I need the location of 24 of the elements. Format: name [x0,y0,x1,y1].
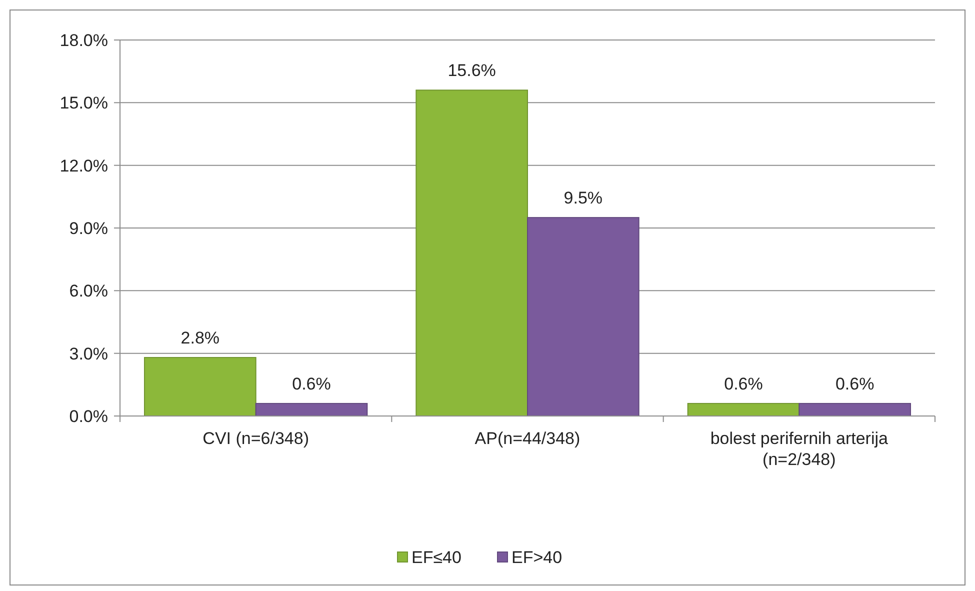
data-label: 2.8% [180,328,220,348]
bar [255,402,368,416]
bar [144,357,256,416]
bar [798,402,912,416]
y-tick-label: 18.0% [60,30,108,50]
y-tick-label: 6.0% [69,282,108,301]
bar [687,402,800,416]
data-label: 0.6% [724,374,763,394]
x-tick-label: AP(n=44/348) [474,429,580,448]
data-label: 0.6% [835,374,874,394]
bar [416,90,528,416]
x-tick-label: bolest perifernih arterija (n=2/348) [710,429,889,469]
bar [527,217,640,416]
y-tick-label: 0.0% [69,406,108,426]
y-tick-label: 9.0% [69,218,108,238]
data-label: 0.6% [292,374,331,394]
y-tick-label: 12.0% [60,156,108,176]
y-tick-label: 15.0% [60,94,108,113]
legend-label: EF≤40 [412,548,462,567]
data-label: 15.6% [448,61,496,80]
x-tick-label: CVI (n=6/348) [202,429,309,448]
y-tick-label: 3.0% [69,344,108,364]
legend-label: EF>40 [512,548,562,567]
data-label: 9.5% [564,188,603,208]
